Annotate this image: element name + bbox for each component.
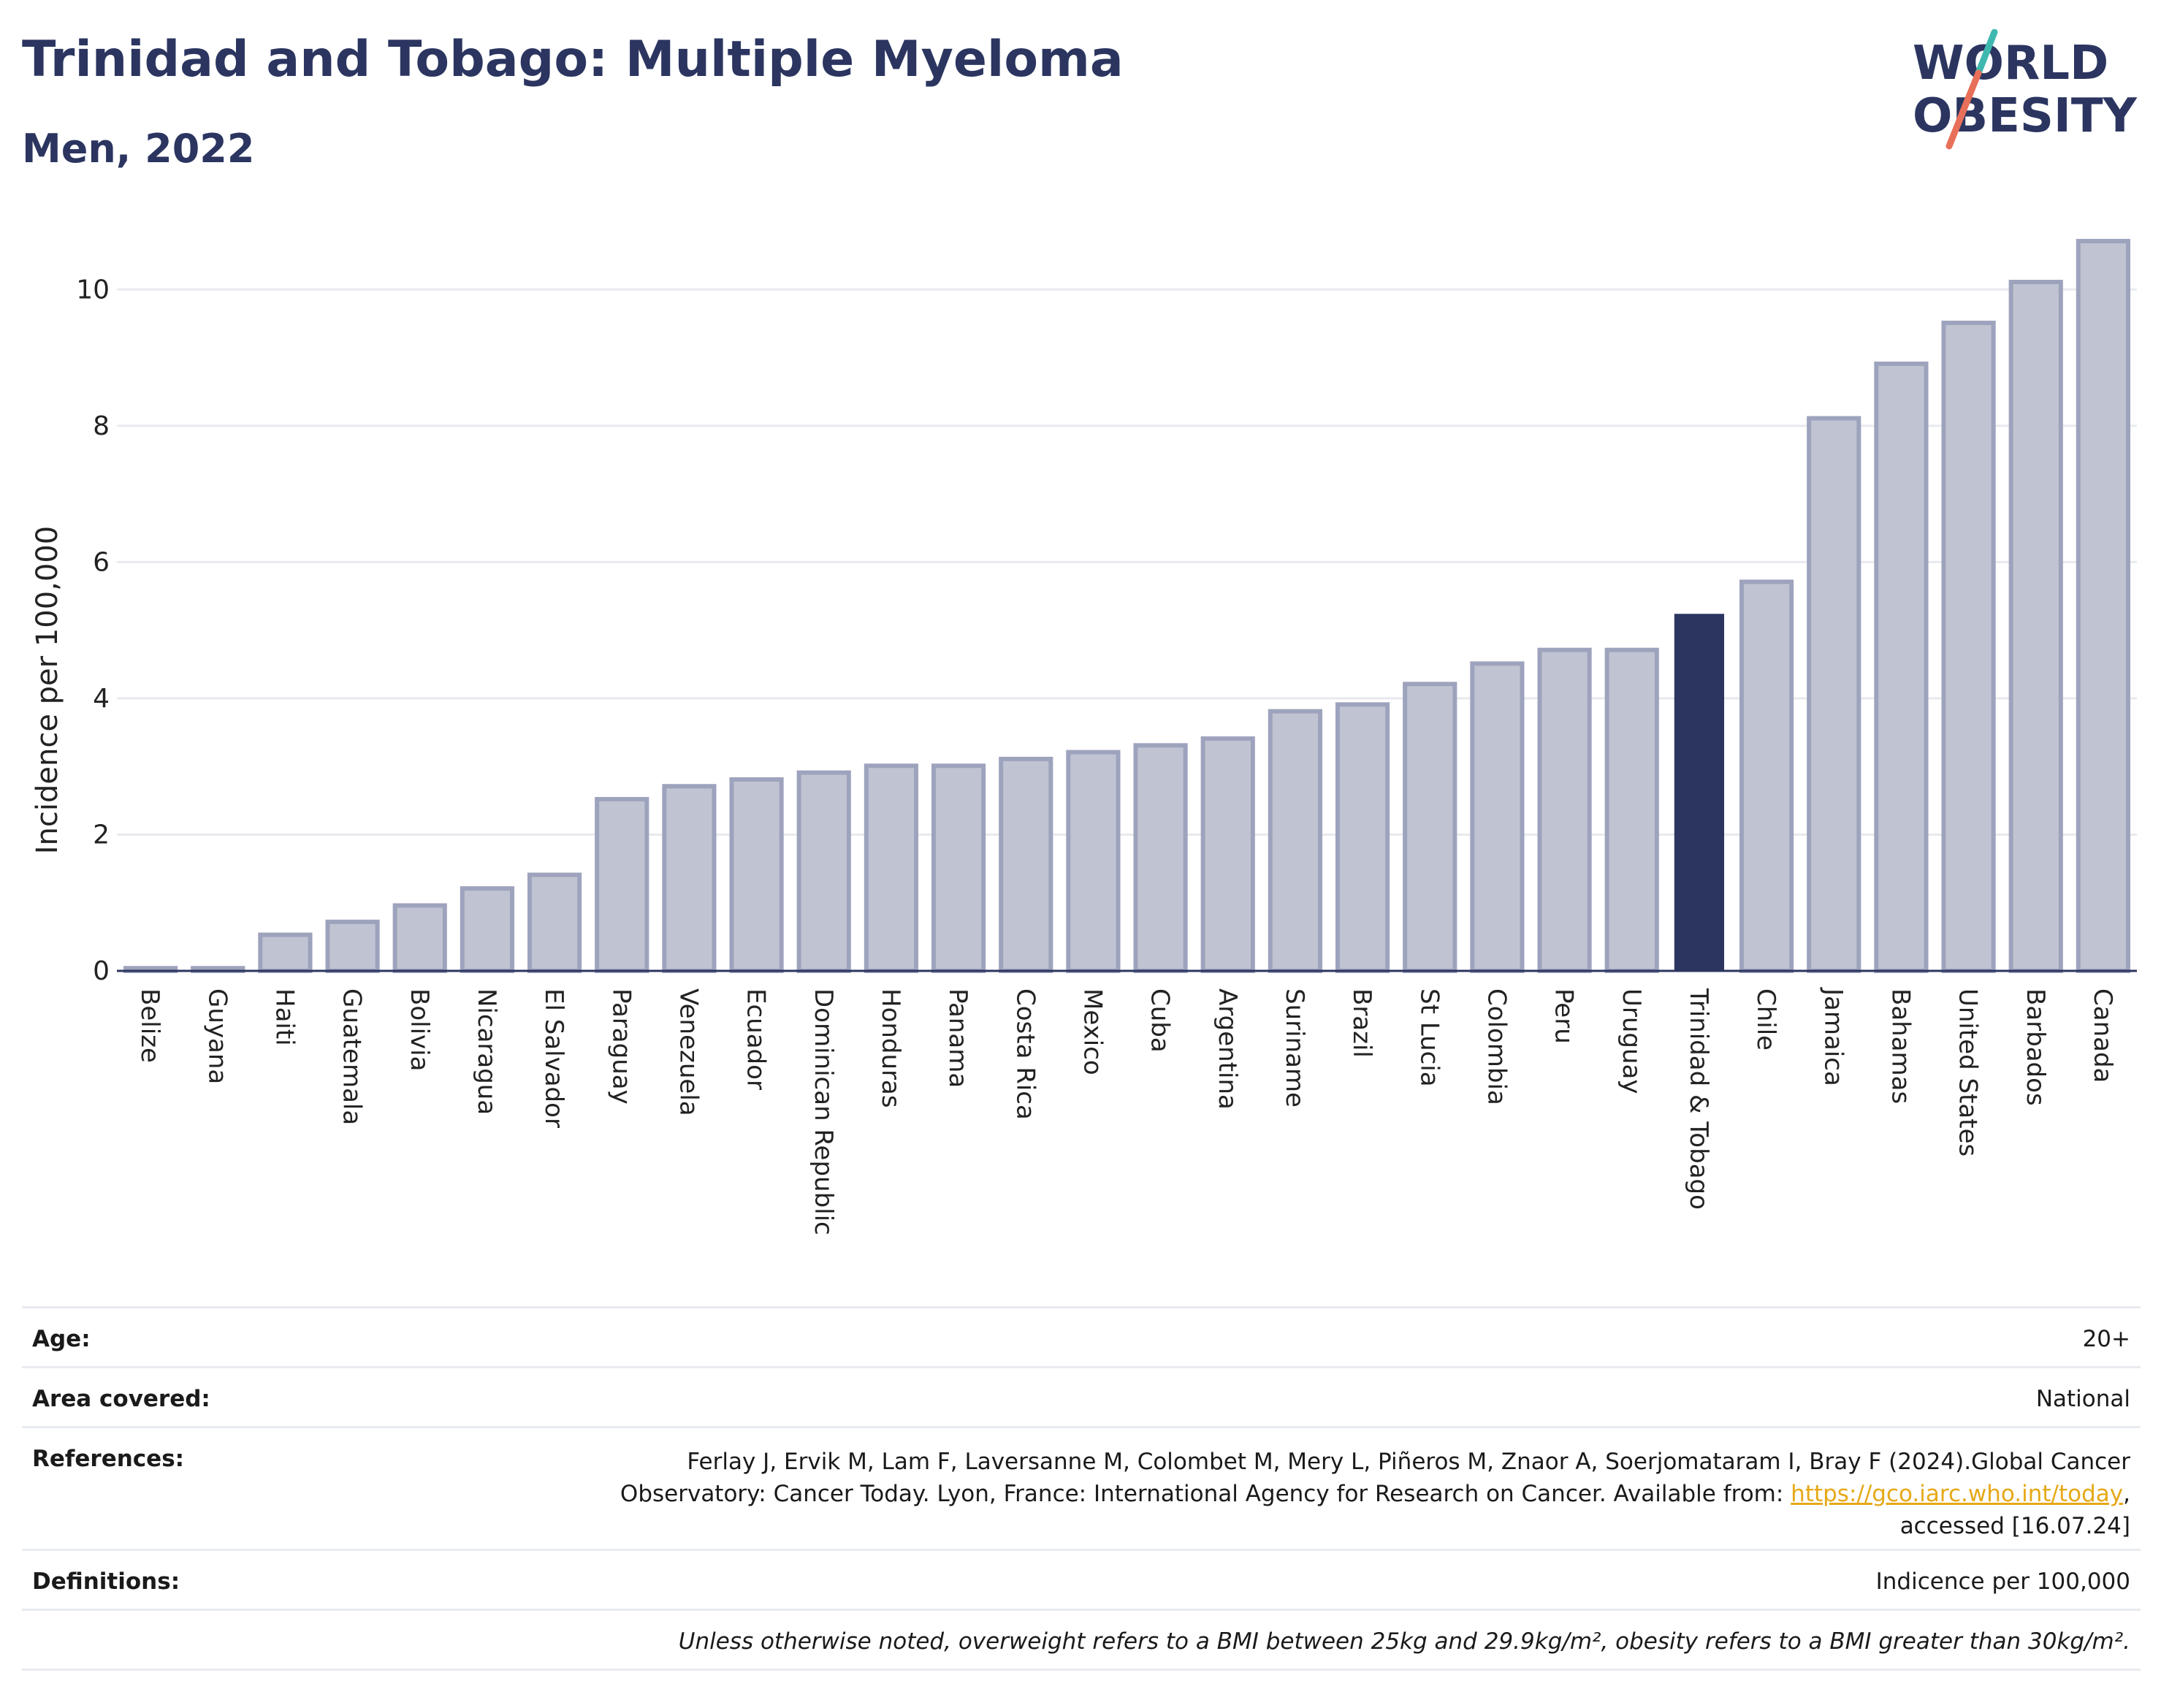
bar: [1472, 663, 1522, 971]
bar: [934, 766, 983, 971]
bar: [1405, 684, 1455, 971]
bar: [1809, 419, 1859, 971]
bar: [1742, 582, 1791, 971]
bar: [664, 786, 714, 971]
bar: [1068, 752, 1118, 971]
bar: [1001, 759, 1051, 971]
info-row-definitions: Definitions: Indicence per 100,000: [22, 1550, 2141, 1610]
bar: [1539, 650, 1589, 971]
age-value: 20+: [422, 1308, 2141, 1368]
info-row-area: Area covered: National: [22, 1368, 2141, 1427]
bar: [462, 888, 512, 971]
x-tick-label: United States: [1954, 988, 1983, 1156]
bar: [2011, 282, 2061, 971]
bar: [1876, 364, 1926, 971]
x-tick-label: Brazil: [1347, 988, 1376, 1058]
area-label: Area covered:: [22, 1368, 422, 1427]
y-tick-label: 0: [93, 956, 110, 986]
references-value: Ferlay J, Ervik M, Lam F, Laversanne M, …: [422, 1427, 2141, 1550]
bar: [1607, 650, 1657, 971]
x-tick-label: Barbados: [2021, 988, 2050, 1106]
area-value: National: [422, 1368, 2141, 1427]
x-tick-label: Mexico: [1078, 988, 1107, 1075]
bar: [1203, 739, 1253, 971]
x-tick-label: Honduras: [876, 988, 905, 1108]
x-tick-label: Dominican Republic: [809, 988, 838, 1235]
x-tick-label: Costa Rica: [1010, 988, 1040, 1120]
x-tick-label: Peru: [1550, 988, 1579, 1044]
definitions-label: Definitions:: [22, 1550, 422, 1610]
bar: [395, 905, 445, 971]
x-tick-label: Nicaragua: [472, 988, 501, 1115]
info-row-age: Age: 20+: [22, 1308, 2141, 1368]
bar: [327, 922, 377, 971]
x-tick-label: Suriname: [1280, 988, 1309, 1107]
x-tick-label: Argentina: [1213, 988, 1242, 1110]
x-tick-label: Trinidad & Tobago: [1684, 988, 1713, 1210]
info-row-note: Unless otherwise noted, overweight refer…: [22, 1610, 2141, 1670]
references-line2-prefix: Observatory: Cancer Today. Lyon, France:…: [620, 1481, 1791, 1507]
x-tick-label: Uruguay: [1617, 988, 1646, 1094]
x-tick-label: Canada: [2088, 988, 2117, 1083]
bar: [1135, 745, 1185, 971]
references-link[interactable]: https://gco.iarc.who.int/today: [1791, 1481, 2123, 1507]
y-tick-label: 4: [93, 684, 110, 714]
references-line2-suffix: ,: [2123, 1481, 2130, 1507]
x-tick-label: Chile: [1751, 988, 1780, 1051]
info-table: Age: 20+ Area covered: National Referenc…: [22, 1306, 2141, 1671]
references-line3: accessed [16.07.24]: [1900, 1513, 2130, 1539]
x-tick-label: Paraguay: [606, 988, 636, 1105]
x-tick-label: Jamaica: [1818, 987, 1848, 1086]
x-tick-label: St Lucia: [1414, 988, 1444, 1087]
note-spacer: [22, 1610, 422, 1670]
references-line1: Ferlay J, Ervik M, Lam F, Laversanne M, …: [687, 1449, 2130, 1475]
info-row-references: References: Ferlay J, Ervik M, Lam F, La…: [22, 1427, 2141, 1550]
bar: [1674, 614, 1724, 971]
definitions-value: Indicence per 100,000: [422, 1550, 2141, 1610]
x-tick-label: Panama: [943, 988, 972, 1088]
bar: [2078, 241, 2128, 971]
x-tick-label: Haiti: [270, 988, 299, 1046]
x-tick-label: Venezuela: [674, 988, 703, 1116]
bar: [597, 799, 647, 971]
y-tick-label: 10: [76, 275, 110, 305]
x-tick-label: Guatemala: [338, 988, 367, 1125]
x-tick-label: Cuba: [1146, 988, 1175, 1053]
x-tick-label: Belize: [135, 988, 164, 1063]
x-tick-label: Bahamas: [1886, 988, 1915, 1104]
x-tick-label: Ecuador: [742, 988, 771, 1090]
bar: [866, 766, 916, 971]
x-tick-label: Guyana: [202, 988, 232, 1084]
bar: [799, 773, 849, 971]
bar: [1338, 704, 1387, 971]
y-tick-label: 2: [93, 820, 110, 850]
bar: [530, 874, 579, 971]
bmi-note: Unless otherwise noted, overweight refer…: [422, 1610, 2141, 1670]
references-label: References:: [22, 1427, 422, 1550]
bar: [260, 935, 310, 971]
age-label: Age:: [22, 1308, 422, 1368]
x-tick-label: Colombia: [1482, 988, 1511, 1105]
bar: [731, 779, 781, 971]
y-tick-label: 6: [93, 547, 110, 577]
x-tick-label: El Salvador: [539, 988, 568, 1128]
bar: [1943, 323, 1993, 971]
y-axis-label: Incidence per 100,000: [31, 526, 64, 855]
x-tick-label: Bolivia: [405, 988, 434, 1071]
bar-chart: 0 2 4 6 8 10 Incidence per 100,000 Belize Guyana…: [0, 0, 2161, 1300]
bar: [1270, 712, 1320, 971]
y-tick-label: 8: [93, 411, 110, 441]
